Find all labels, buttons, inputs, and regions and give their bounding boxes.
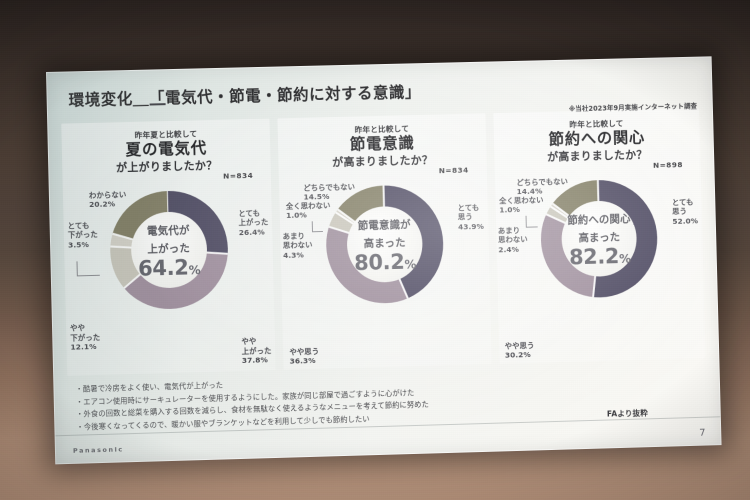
slice-label-somewhat-agree: やや思う 30.2%	[504, 340, 535, 360]
slice-label-not-at-all: 全く思わない 1.0%	[285, 200, 331, 221]
slice-label-somewhat-down: やや 下がった 12.1%	[69, 323, 101, 352]
slice-label-neutral: どちらでもない 14.4%	[516, 176, 569, 197]
center-value: 80.2	[353, 249, 405, 275]
slice-label-strongly-agree: とても 思う 43.9%	[457, 203, 485, 231]
center-unit: %	[404, 257, 417, 272]
page-number: 7	[699, 427, 706, 439]
sample-size: N=834	[438, 165, 469, 176]
donut-center-label: 電気代が 上がった 64.2%	[124, 219, 213, 282]
slice-label-somewhat-up: やや 上がった 37.8%	[241, 336, 272, 365]
donut-area: 節電意識が 高まった 80.2% とても 思う 43.9% やや思う 36.3%	[279, 177, 491, 368]
donut-area: 電気代が 上がった 64.2% とても 上がった 26.4% やや 上がった 37.8%	[63, 182, 276, 373]
sample-size: N=834	[223, 170, 254, 181]
slice-label-very-up: とても 上がった 26.4%	[238, 208, 269, 237]
slice-label-very-down: とても 下がった 3.5%	[67, 221, 98, 250]
center-line-1: 節電意識が	[357, 218, 411, 232]
donut-center-label: 節電意識が 高まった 80.2%	[340, 213, 429, 275]
slice-label-not-much: あまり 思わない 4.3%	[282, 231, 313, 260]
slice-label-strongly-agree: とても 思う 52.0%	[671, 197, 699, 226]
chart-panel-power-saving-awareness: 昨年と比較して 節電意識 が高まりましたか？ N=834	[277, 113, 492, 370]
chart-panel-saving-interest: 昨年と比較して 節約への関心 が高まりましたか？ N=898	[493, 108, 706, 364]
leader-line	[312, 221, 324, 233]
center-value: 82.2	[568, 243, 620, 270]
slice-label-not-at-all: 全く思わない 1.0%	[499, 195, 544, 215]
chart-panel-electricity-bill: 昨年夏と比較して 夏の電気代 が上がりましたか？ N=834	[61, 118, 276, 376]
donut-chart: 節約への関心 高まった 82.2%	[539, 178, 660, 299]
slice-label-neutral: どちらでもない 14.5%	[303, 182, 356, 202]
panasonic-logo: Panasonic	[72, 445, 124, 455]
slide-surface: 環境変化＿「電気代・節電・節約に対する意識」 ※当社2023年9月実施インターネ…	[46, 56, 722, 465]
comment-bullets: ・酷暑で冷房をよく使い、電気代が上がった ・エアコン使用時にサーキュレーターを使…	[75, 371, 543, 434]
slice-label-dontknow: わからない 20.2%	[88, 190, 127, 210]
charts-row: 昨年夏と比較して 夏の電気代 が上がりましたか？ N=834	[61, 108, 706, 376]
center-line-1: 節約への関心	[567, 212, 631, 227]
center-unit: %	[618, 251, 631, 266]
leader-line	[525, 215, 538, 228]
donut-chart: 節電意識が 高まった 80.2%	[324, 184, 445, 305]
donut-center-label: 節約への関心 高まった 82.2%	[555, 208, 643, 270]
center-line-2: 高まった	[578, 230, 621, 244]
page-title: 環境変化＿「電気代・節電・節約に対する意識」	[68, 83, 422, 110]
sample-size: N=898	[652, 160, 683, 170]
center-line-2: 高まった	[363, 236, 406, 250]
slice-label-somewhat-agree: やや思う 36.3%	[289, 346, 320, 366]
slice-label-not-much: あまり 思わない 2.4%	[497, 225, 528, 254]
center-unit: %	[188, 262, 201, 278]
donut-area: 節約への関心 高まった 82.2% とても 思う 52.0% やや思う 30.2%	[495, 172, 706, 362]
center-line-2: 上がった	[147, 242, 191, 256]
slide-content: 環境変化＿「電気代・節電・節約に対する意識」 ※当社2023年9月実施インターネ…	[46, 56, 722, 465]
leader-line	[76, 260, 100, 277]
center-line-1: 電気代が	[146, 224, 190, 238]
center-value: 64.2	[137, 255, 189, 281]
